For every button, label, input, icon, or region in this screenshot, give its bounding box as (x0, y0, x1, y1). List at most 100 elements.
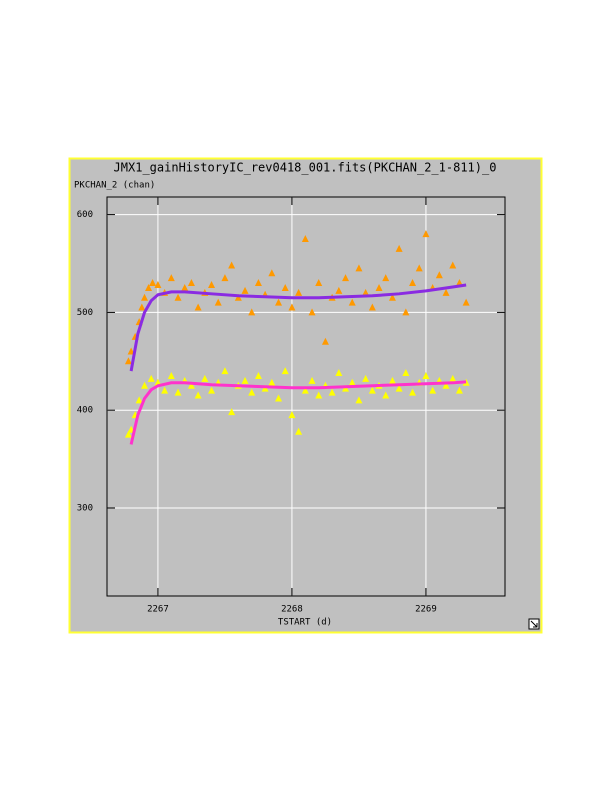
data-point (161, 386, 169, 394)
data-point (275, 298, 283, 306)
data-point (429, 386, 437, 394)
grid (107, 197, 505, 596)
data-point (462, 298, 470, 306)
data-point (388, 376, 396, 384)
data-point (281, 283, 289, 291)
data-point (281, 367, 289, 375)
x-tick-label: 2269 (415, 605, 437, 615)
data-point (422, 230, 430, 238)
fit-line (129, 380, 467, 445)
axes: 300 400 500 600 2267 2268 2269 (77, 197, 505, 615)
data-point (194, 303, 202, 311)
data-point (409, 388, 417, 396)
data-point (149, 279, 157, 287)
data-point (174, 388, 182, 396)
data-point (221, 367, 229, 375)
x-axis-label: TSTART (d) (278, 618, 332, 628)
data-point (241, 286, 249, 294)
fit-line (129, 283, 467, 372)
data-point (295, 427, 303, 435)
x-tick-label: 2268 (281, 605, 303, 615)
data-point (268, 269, 276, 277)
data-point (181, 283, 189, 291)
data-point (124, 357, 132, 365)
data-point (449, 261, 457, 269)
data-point (295, 288, 303, 296)
data-point (348, 298, 356, 306)
data-point (194, 391, 202, 399)
data-point (388, 293, 396, 301)
y-tick-label: 400 (77, 406, 93, 416)
data-point (301, 235, 309, 243)
y-axis-label: PKCHAN_2 (chan) (74, 181, 155, 191)
data-point (442, 381, 450, 389)
data-point (395, 244, 403, 252)
data-point (355, 264, 363, 272)
data-point (228, 261, 236, 269)
data-point (275, 394, 283, 402)
data-point (362, 374, 370, 382)
data-point (368, 303, 376, 311)
data-point (442, 288, 450, 296)
data-point (382, 274, 390, 282)
data-point (382, 391, 390, 399)
data-point (201, 374, 209, 382)
data-point (315, 391, 323, 399)
data-point (308, 308, 316, 316)
data-point (342, 274, 350, 282)
y-tick-label: 500 (77, 308, 93, 318)
data-point (254, 279, 262, 287)
marks (124, 230, 470, 445)
data-point (395, 384, 403, 392)
data-point (335, 369, 343, 377)
data-point (228, 408, 236, 416)
data-point (355, 396, 363, 404)
data-point (362, 288, 370, 296)
data-point (124, 430, 132, 438)
data-point (368, 386, 376, 394)
data-point (328, 388, 336, 396)
data-point (214, 298, 222, 306)
data-point (375, 283, 383, 291)
data-point (288, 303, 296, 311)
y-tick-label: 600 (77, 210, 93, 220)
data-point (254, 371, 262, 379)
data-point (435, 271, 443, 279)
data-point (241, 376, 249, 384)
data-point (167, 371, 175, 379)
data-point (141, 381, 149, 389)
data-point (208, 281, 216, 289)
data-point (141, 293, 149, 301)
x-tick-label: 2267 (147, 605, 169, 615)
y-tick-label: 300 (77, 503, 93, 513)
data-point (167, 274, 175, 282)
data-point (154, 281, 162, 289)
data-point (138, 303, 146, 311)
data-point (187, 381, 195, 389)
data-point (449, 374, 457, 382)
data-point (147, 374, 155, 382)
data-point (288, 411, 296, 419)
data-point (402, 308, 410, 316)
chart-title: JMX1_gainHistoryIC_rev0418_001.fits(PKCH… (114, 161, 497, 175)
data-point (335, 286, 343, 294)
data-point (455, 386, 463, 394)
data-point (174, 293, 182, 301)
data-point (208, 386, 216, 394)
data-point (268, 378, 276, 386)
data-point (409, 279, 417, 287)
data-point (248, 308, 256, 316)
data-point (422, 371, 430, 379)
data-point (402, 369, 410, 377)
data-point (315, 279, 323, 287)
data-point (135, 396, 143, 404)
data-point (348, 378, 356, 386)
data-point (321, 337, 329, 345)
data-point (415, 264, 423, 272)
resize-icon (528, 618, 540, 630)
data-point (127, 347, 135, 355)
data-point (248, 388, 256, 396)
data-point (145, 283, 153, 291)
data-point (308, 376, 316, 384)
